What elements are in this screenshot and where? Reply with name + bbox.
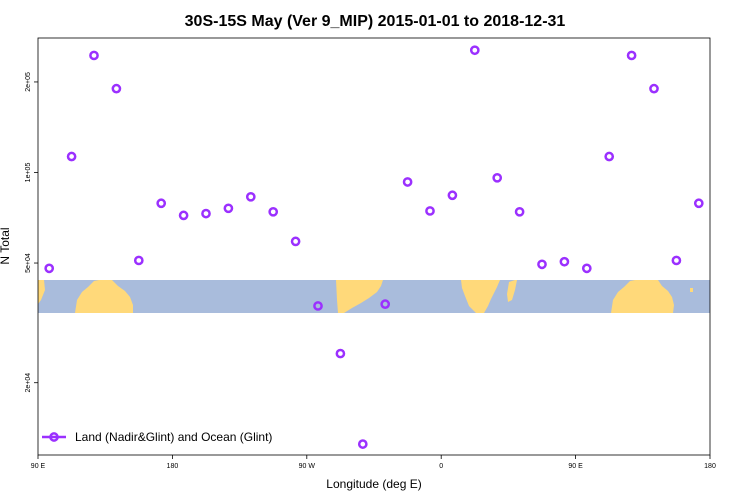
- data-point: [89, 50, 99, 61]
- series-points: [44, 45, 704, 449]
- data-point: [178, 210, 189, 221]
- data-point: [626, 50, 637, 61]
- x-axis: 90 E 180 90 W 0 90 E 180: [31, 455, 716, 470]
- data-point: [559, 256, 570, 267]
- data-point: [537, 259, 547, 270]
- y-tick-label: 1e+05: [25, 163, 32, 183]
- data-point: [201, 208, 211, 219]
- x-tick-label: 0: [439, 463, 443, 470]
- data-point: [290, 236, 301, 247]
- data-point: [66, 151, 77, 162]
- plot-frame: [37, 37, 711, 456]
- y-axis: 2e+04 5e+04 1e+05 2e+05: [25, 72, 38, 393]
- land-madagascar: [507, 280, 517, 302]
- data-point: [604, 151, 615, 162]
- legend-marker: [49, 432, 59, 442]
- x-axis-label: Longitude (deg E): [326, 477, 421, 491]
- data-point: [313, 301, 323, 311]
- land-australia-1: [75, 280, 133, 313]
- data-point: [44, 263, 55, 274]
- legend-label: Land (Nadir&Glint) and Ocean (Glint): [75, 430, 272, 444]
- x-tick-label: 90 E: [568, 463, 583, 470]
- x-tick-label: 90 W: [299, 463, 316, 470]
- data-point: [671, 255, 682, 266]
- land-africa-left: [38, 280, 45, 304]
- data-point: [425, 206, 435, 216]
- chart-title: 30S-15S May (Ver 9_MIP) 2015-01-01 to 20…: [185, 13, 566, 30]
- x-tick-label: 90 E: [31, 463, 46, 470]
- x-tick-label: 180: [704, 463, 716, 470]
- land-islands: [690, 288, 693, 292]
- land-australia-2: [611, 280, 674, 313]
- y-tick-label: 2e+04: [25, 373, 32, 393]
- data-point: [649, 83, 659, 94]
- data-point: [447, 190, 458, 201]
- data-point: [133, 255, 144, 266]
- data-point: [335, 348, 346, 359]
- data-point: [357, 439, 368, 449]
- data-point: [693, 198, 704, 209]
- map-strip: [38, 280, 710, 313]
- x-tick-label: 180: [167, 463, 179, 470]
- data-point: [402, 177, 413, 187]
- data-point: [492, 172, 503, 183]
- data-point: [245, 191, 256, 202]
- data-point: [156, 198, 167, 209]
- data-point: [514, 206, 525, 217]
- land-south-america: [336, 280, 383, 313]
- data-point: [268, 206, 279, 217]
- y-tick-label: 2e+05: [25, 72, 32, 92]
- data-point: [223, 203, 234, 214]
- y-tick-label: 5e+04: [25, 253, 32, 273]
- y-axis-label: N Total: [0, 227, 12, 264]
- data-point: [469, 45, 480, 56]
- legend: Land (Nadir&Glint) and Ocean (Glint): [42, 430, 272, 444]
- data-point: [380, 299, 391, 309]
- data-point: [111, 83, 122, 94]
- data-point: [581, 263, 592, 274]
- land-africa: [461, 280, 500, 313]
